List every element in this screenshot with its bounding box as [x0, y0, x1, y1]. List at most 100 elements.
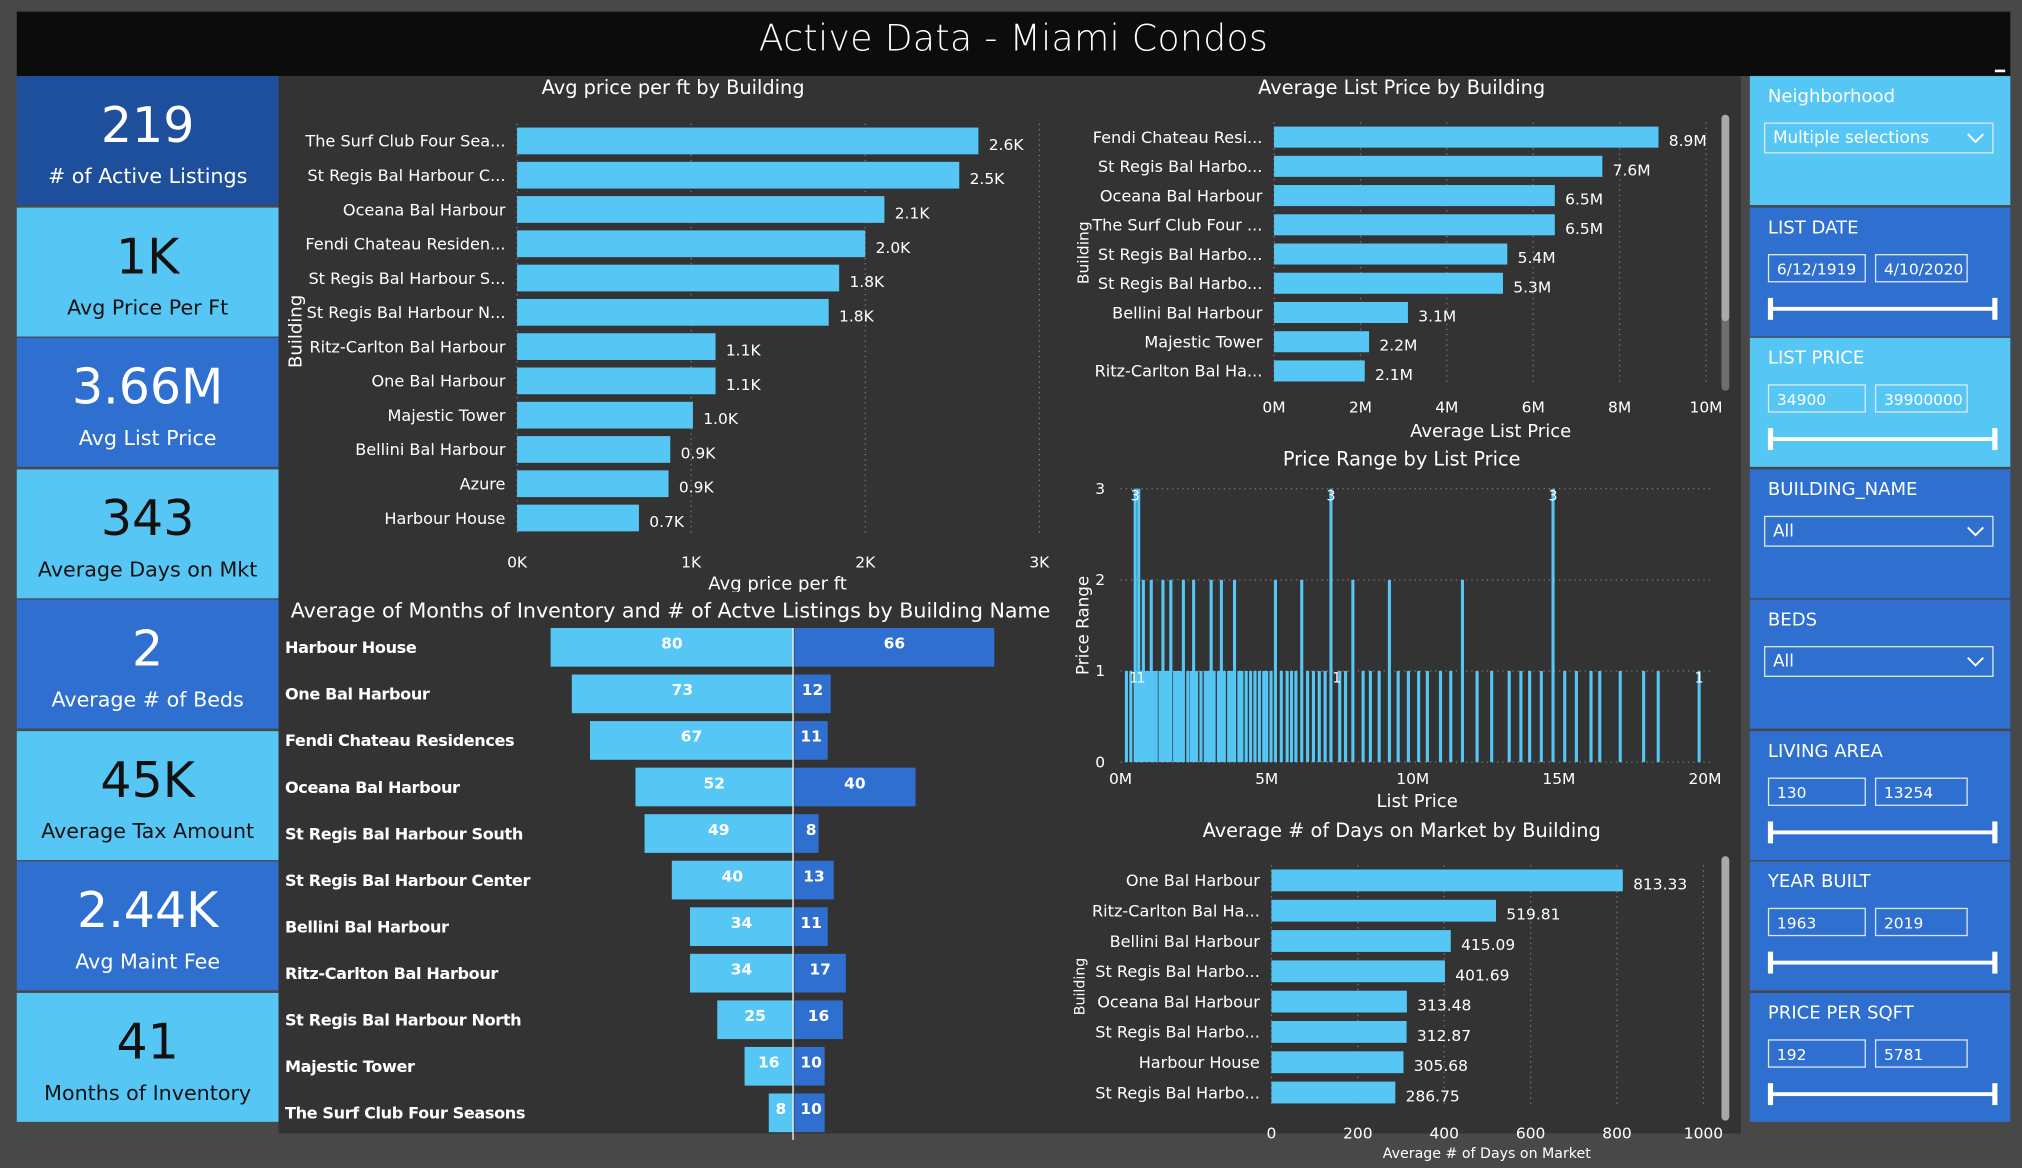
filter-card: Neighborhood Multiple selections	[1749, 76, 2011, 206]
filter-max-input[interactable]: 39900000	[1874, 384, 1968, 413]
bar	[1377, 670, 1381, 763]
bar	[1166, 670, 1170, 763]
kpi-card: 41 Months of Inventory	[16, 992, 279, 1122]
filter-dropdown[interactable]: Multiple selections	[1764, 122, 1994, 154]
range-slider-track[interactable]	[1770, 306, 1995, 311]
range-slider-max-handle[interactable]	[1992, 428, 1998, 451]
bar	[1176, 670, 1180, 763]
range-slider-min-handle[interactable]	[1767, 951, 1774, 974]
bar	[1161, 579, 1165, 763]
bar	[1539, 670, 1543, 763]
category-label: Bellini Bal Harbour	[285, 917, 449, 936]
filter-min-input[interactable]: 6/12/1919	[1767, 253, 1866, 282]
bar	[1387, 579, 1391, 763]
bar	[1273, 579, 1277, 763]
range-slider-track[interactable]	[1770, 960, 1995, 965]
filter-label: YEAR BUILT	[1767, 871, 1871, 893]
category-label: One Bal Harbour	[285, 685, 430, 704]
bar	[1563, 670, 1567, 763]
bar	[1642, 670, 1646, 763]
data-label: 7.6M	[1613, 161, 1651, 179]
range-slider-min-handle[interactable]	[1767, 428, 1774, 451]
category-label: Fendi Chateau Residences	[285, 731, 514, 750]
data-label: 2.0K	[876, 239, 912, 257]
data-label: 2.5K	[970, 170, 1006, 188]
filter-min-input[interactable]: 1963	[1767, 907, 1866, 937]
range-slider-max-handle[interactable]	[1992, 820, 1998, 843]
bar	[517, 333, 716, 360]
bar	[590, 721, 794, 760]
bar	[690, 953, 794, 993]
filter-max-input[interactable]: 13254	[1874, 776, 1968, 806]
kpi-value: 41	[116, 1012, 179, 1070]
filter-dropdown[interactable]: All	[1764, 646, 1994, 677]
data-label: 1.1K	[726, 342, 762, 360]
range-slider-track[interactable]	[1770, 1091, 1995, 1096]
y-tick-label: 0	[1095, 753, 1105, 771]
bar	[1598, 670, 1602, 763]
filter-max-value: 4/10/2020	[1883, 259, 1964, 278]
x-tick-label: 1000	[1684, 1125, 1723, 1143]
bar	[1279, 670, 1283, 763]
bar	[1361, 670, 1365, 763]
range-slider-max-handle[interactable]	[1992, 951, 1998, 974]
x-tick-label: 20M	[1688, 770, 1721, 788]
data-label: 10	[800, 1054, 822, 1072]
filter-label: PRICE PER SQFT	[1767, 1002, 1914, 1024]
data-label: 5.3M	[1513, 278, 1551, 296]
bar	[1209, 579, 1213, 763]
data-label: 5.4M	[1518, 249, 1556, 267]
bar	[1271, 990, 1407, 1013]
filter-min-input[interactable]: 130	[1767, 776, 1866, 806]
bar	[1146, 670, 1150, 763]
range-slider-min-handle[interactable]	[1767, 297, 1774, 320]
data-label: 1	[1332, 671, 1341, 687]
filter-card: LIVING AREA 130 13254	[1749, 730, 2011, 860]
filter-dropdown[interactable]: All	[1764, 515, 1994, 547]
bar	[1285, 670, 1289, 763]
range-slider-max-handle[interactable]	[1992, 1082, 1998, 1105]
bar	[1154, 670, 1158, 763]
category-label: Bellini Bal Harbour	[1110, 932, 1261, 951]
bar	[1137, 488, 1141, 763]
bar	[1237, 670, 1241, 763]
bar	[1178, 670, 1183, 763]
chevron-down-icon[interactable]	[1966, 128, 1984, 146]
filter-min-input[interactable]: 192	[1767, 1038, 1866, 1068]
bar	[794, 814, 819, 853]
minimize-icon[interactable]	[1994, 69, 2006, 73]
filter-max-input[interactable]: 2019	[1874, 907, 1968, 937]
bar	[1323, 670, 1327, 763]
data-label: 3	[1131, 488, 1140, 504]
bar	[1417, 670, 1421, 763]
category-label: One Bal Harbour	[1126, 871, 1260, 890]
bar	[794, 860, 834, 900]
filter-min-input[interactable]: 34900	[1767, 384, 1866, 413]
bar	[1232, 579, 1237, 763]
bar	[744, 1046, 794, 1086]
bar	[768, 1093, 794, 1133]
range-slider-min-handle[interactable]	[1767, 1082, 1774, 1105]
category-label: Majestic Tower	[1144, 333, 1262, 352]
chart-title: Average List Price by Building	[1258, 76, 1545, 99]
chevron-down-icon[interactable]	[1966, 651, 1984, 669]
chevron-down-icon[interactable]	[1966, 520, 1984, 538]
category-label: The Surf Club Four Sea...	[304, 132, 505, 151]
range-slider-max-handle[interactable]	[1992, 297, 1998, 320]
x-axis-label: Avg price per ft	[708, 573, 847, 592]
bar	[794, 627, 995, 667]
range-slider-min-handle[interactable]	[1767, 820, 1774, 843]
category-label: Fendi Chateau Resi...	[1093, 128, 1263, 147]
bar	[1271, 899, 1496, 922]
bar	[717, 1000, 794, 1040]
x-tick-label: 4M	[1435, 399, 1458, 417]
range-slider-track[interactable]	[1770, 829, 1995, 834]
filter-max-input[interactable]: 4/10/2020	[1874, 253, 1968, 282]
data-label: 40	[722, 867, 744, 885]
bar	[1329, 488, 1333, 763]
kpi-value: 219	[100, 96, 195, 154]
range-slider-track[interactable]	[1770, 437, 1995, 442]
filter-max-input[interactable]: 5781	[1874, 1038, 1968, 1068]
x-tick-label: 15M	[1542, 770, 1575, 788]
x-tick-label: 3K	[1029, 553, 1050, 571]
